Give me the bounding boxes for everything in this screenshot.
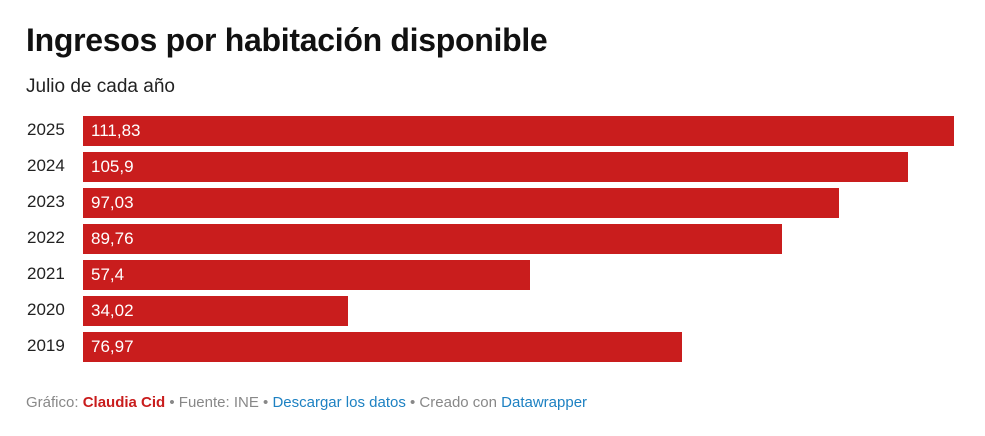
bar-row: 2019 76,97 xyxy=(0,332,985,362)
value-label: 89,76 xyxy=(91,229,134,248)
bar xyxy=(83,152,908,182)
value-label: 34,02 xyxy=(91,301,134,320)
category-label: 2025 xyxy=(27,120,65,139)
bar xyxy=(83,116,954,146)
category-label: 2019 xyxy=(27,336,65,355)
category-label: 2024 xyxy=(27,156,65,175)
value-label: 105,9 xyxy=(91,157,134,176)
footer: Gráfico: Claudia Cid • Fuente: INE • Des… xyxy=(26,394,587,411)
value-label: 111,83 xyxy=(91,121,141,140)
bar xyxy=(83,260,531,290)
source: • Fuente: INE • xyxy=(169,394,269,411)
grafico-label: Gráfico: xyxy=(26,394,79,411)
bar xyxy=(83,224,783,254)
created-with: • Creado con xyxy=(410,394,497,411)
category-label: 2022 xyxy=(27,228,65,247)
bar-row: 2024 105,9 xyxy=(0,152,985,182)
bar xyxy=(83,332,683,362)
author: Claudia Cid xyxy=(82,394,166,411)
value-label: 76,97 xyxy=(91,337,134,356)
bar-row: 2021 57,4 xyxy=(0,260,985,290)
bar xyxy=(83,296,348,326)
bar-row: 2025 111,83 xyxy=(0,116,985,146)
chart-subtitle: Julio de cada año xyxy=(26,76,175,97)
bar-row: 2022 89,76 xyxy=(0,224,985,254)
bar xyxy=(83,188,839,218)
chart-title: Ingresos por habitación disponible xyxy=(26,22,548,58)
value-label: 97,03 xyxy=(91,193,134,212)
download-data-link[interactable]: Descargar los datos xyxy=(272,394,406,411)
category-label: 2021 xyxy=(27,264,65,283)
bar-row: 2020 34,02 xyxy=(0,296,985,326)
category-label: 2020 xyxy=(27,300,65,319)
bar-row: 2023 97,03 xyxy=(0,188,985,218)
category-label: 2023 xyxy=(27,192,65,211)
datawrapper-link[interactable]: Datawrapper xyxy=(501,394,588,411)
value-label: 57,4 xyxy=(91,265,125,284)
